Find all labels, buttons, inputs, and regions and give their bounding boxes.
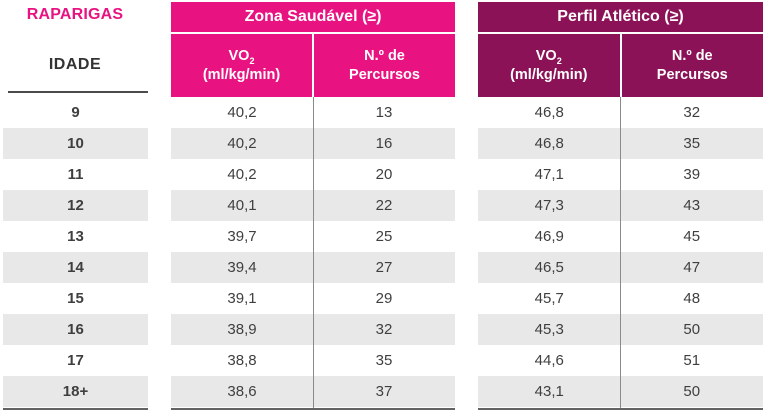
zs-percursos-cell: 16 bbox=[375, 135, 393, 152]
zona-saudavel-cells: 39,7 25 bbox=[171, 221, 455, 252]
bottom-rule-perfil bbox=[478, 408, 763, 410]
column-header-pa-vo2: VO2 (ml/kg/min) bbox=[478, 34, 620, 97]
column-header-pa-percursos: N.º de Percursos bbox=[619, 34, 763, 97]
pa-percursos-cell: 45 bbox=[683, 228, 701, 245]
perfil-atletico-cells: 46,8 32 bbox=[478, 97, 763, 128]
zs-vo2-cell: 40,2 bbox=[227, 104, 257, 121]
pa-vo2-cell: 47,3 bbox=[534, 197, 564, 214]
pa-percursos-cell: 35 bbox=[683, 135, 701, 152]
zs-percursos-cell: 35 bbox=[375, 352, 393, 369]
group-label: RAPARIGAS bbox=[26, 6, 124, 23]
table-row: 15 39,1 29 45,7 48 bbox=[0, 283, 771, 314]
zs-percursos-cell: 32 bbox=[375, 321, 393, 338]
pa-vo2-cell: 43,1 bbox=[534, 383, 564, 400]
zona-column-divider bbox=[313, 97, 314, 408]
age-cell: 10 bbox=[3, 128, 148, 159]
column-header-zs-percursos: N.º de Percursos bbox=[312, 34, 455, 97]
age-cell: 12 bbox=[3, 190, 148, 221]
percursos-label-line1: N.º de bbox=[364, 47, 405, 64]
age-cell: 17 bbox=[67, 352, 84, 369]
zs-percursos-cell: 20 bbox=[375, 166, 393, 183]
age-cell: 16 bbox=[3, 314, 148, 345]
pa-vo2-cell: 46,8 bbox=[534, 104, 564, 121]
pa-vo2-cell: 46,8 bbox=[534, 135, 564, 152]
zs-percursos-cell: 25 bbox=[375, 228, 393, 245]
section-title-perfil-atletico: Perfil Atlético (≥) bbox=[478, 2, 763, 32]
zs-percursos-cell: 37 bbox=[375, 383, 393, 400]
pa-vo2-cell: 45,7 bbox=[534, 290, 564, 307]
age-cell: 13 bbox=[67, 228, 84, 245]
perfil-column-divider bbox=[620, 97, 621, 408]
age-cell: 9 bbox=[71, 104, 80, 121]
age-header-rule bbox=[8, 91, 148, 93]
zs-vo2-cell: 40,1 bbox=[227, 197, 257, 214]
vo2-label: VO2 bbox=[228, 47, 255, 66]
table-row: 18+ 38,6 37 43,1 50 bbox=[0, 376, 771, 407]
pa-vo2-cell: 46,5 bbox=[534, 259, 564, 276]
pa-percursos-cell: 32 bbox=[683, 104, 701, 121]
pa-percursos-cell: 43 bbox=[683, 197, 701, 214]
zs-percursos-cell: 13 bbox=[375, 104, 393, 121]
bottom-rule-zona bbox=[171, 408, 455, 410]
zs-vo2-cell: 39,1 bbox=[227, 290, 257, 307]
table-row: 9 40,2 13 46,8 32 bbox=[0, 97, 771, 128]
zona-saudavel-cells: 40,2 20 bbox=[171, 159, 455, 190]
zs-vo2-cell: 38,6 bbox=[227, 383, 257, 400]
table-row: 17 38,8 35 44,6 51 bbox=[0, 345, 771, 376]
percursos-label-line1: N.º de bbox=[671, 47, 713, 64]
percursos-label-line2: Percursos bbox=[349, 66, 420, 83]
age-cell: 11 bbox=[67, 166, 84, 183]
zs-percursos-cell: 27 bbox=[375, 259, 393, 276]
table-row: 14 39,4 27 46,5 47 bbox=[0, 252, 771, 283]
zs-vo2-cell: 38,8 bbox=[227, 352, 257, 369]
zs-percursos-cell: 29 bbox=[375, 290, 393, 307]
pa-vo2-cell: 45,3 bbox=[534, 321, 564, 338]
pa-percursos-cell: 47 bbox=[683, 259, 701, 276]
vo2-units-label: (ml/kg/min) bbox=[510, 66, 588, 83]
pa-percursos-cell: 51 bbox=[683, 352, 701, 369]
column-header-zs-vo2: VO2 (ml/kg/min) bbox=[171, 34, 312, 97]
subheader-zona-saudavel: VO2 (ml/kg/min) N.º de Percursos bbox=[171, 34, 455, 97]
zona-saudavel-cells: 38,8 35 bbox=[171, 345, 455, 376]
zs-vo2-cell: 39,4 bbox=[227, 259, 257, 276]
section-perfil-atletico: Perfil Atlético (≥) VO2 (ml/kg/min) N.º … bbox=[478, 2, 763, 97]
section-title-zona-saudavel: Zona Saudável (≥) bbox=[171, 2, 455, 32]
age-cell: 14 bbox=[3, 252, 148, 283]
perfil-atletico-cells: 46,9 45 bbox=[478, 221, 763, 252]
pa-vo2-cell: 44,6 bbox=[534, 352, 564, 369]
percursos-label-line2: Percursos bbox=[656, 66, 728, 83]
age-column-header: IDADE bbox=[48, 56, 102, 73]
pa-percursos-cell: 48 bbox=[683, 290, 701, 307]
perfil-atletico-cells: 44,6 51 bbox=[478, 345, 763, 376]
pa-percursos-cell: 50 bbox=[683, 383, 701, 400]
table-row: 16 38,9 32 45,3 50 bbox=[0, 314, 771, 345]
zs-percursos-cell: 22 bbox=[375, 197, 393, 214]
section-zona-saudavel: Zona Saudável (≥) VO2 (ml/kg/min) N.º de… bbox=[171, 2, 455, 97]
age-cell: 18+ bbox=[3, 376, 148, 407]
table-body: 9 40,2 13 46,8 32 10 40,2 16 46,8 35 11 bbox=[0, 97, 771, 407]
zs-vo2-cell: 38,9 bbox=[227, 321, 257, 338]
age-cell: 15 bbox=[67, 290, 84, 307]
bottom-rule-age bbox=[3, 408, 148, 410]
vo2-label: VO2 bbox=[535, 47, 562, 66]
pa-vo2-cell: 47,1 bbox=[534, 166, 564, 183]
pa-vo2-cell: 46,9 bbox=[534, 228, 564, 245]
zs-vo2-cell: 40,2 bbox=[227, 135, 257, 152]
perfil-atletico-cells: 45,7 48 bbox=[478, 283, 763, 314]
pa-percursos-cell: 50 bbox=[683, 321, 701, 338]
table-row: 12 40,1 22 47,3 43 bbox=[0, 190, 771, 221]
perfil-atletico-cells: 47,1 39 bbox=[478, 159, 763, 190]
zs-vo2-cell: 39,7 bbox=[227, 228, 257, 245]
zs-vo2-cell: 40,2 bbox=[227, 166, 257, 183]
zona-saudavel-cells: 40,2 13 bbox=[171, 97, 455, 128]
vo2-units-label: (ml/kg/min) bbox=[202, 66, 281, 83]
subheader-perfil-atletico: VO2 (ml/kg/min) N.º de Percursos bbox=[478, 34, 763, 97]
table-row: 13 39,7 25 46,9 45 bbox=[0, 221, 771, 252]
table-row: 10 40,2 16 46,8 35 bbox=[0, 128, 771, 159]
table-row: 11 40,2 20 47,1 39 bbox=[0, 159, 771, 190]
zona-saudavel-cells: 39,1 29 bbox=[171, 283, 455, 314]
pa-percursos-cell: 39 bbox=[683, 166, 701, 183]
